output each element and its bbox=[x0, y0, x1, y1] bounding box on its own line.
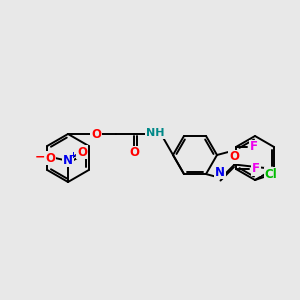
Text: O: O bbox=[129, 146, 139, 160]
Text: O: O bbox=[229, 151, 239, 164]
Text: N: N bbox=[215, 166, 225, 178]
Text: NH: NH bbox=[146, 128, 164, 138]
Text: Cl: Cl bbox=[265, 167, 278, 181]
Text: F: F bbox=[252, 163, 260, 176]
Text: −: − bbox=[35, 151, 45, 164]
Text: O: O bbox=[77, 146, 87, 158]
Text: F: F bbox=[250, 140, 258, 154]
Text: O: O bbox=[45, 152, 55, 164]
Text: +: + bbox=[70, 151, 76, 160]
Text: N: N bbox=[63, 154, 73, 166]
Text: O: O bbox=[91, 128, 101, 140]
